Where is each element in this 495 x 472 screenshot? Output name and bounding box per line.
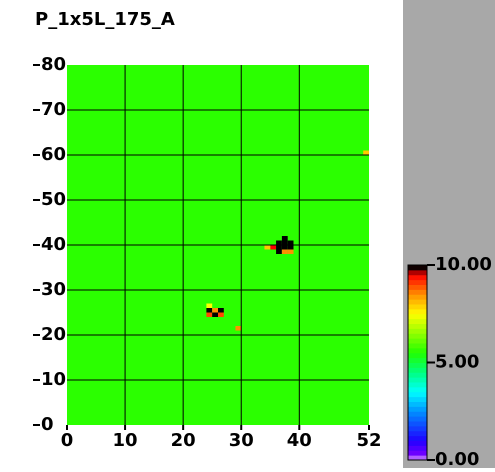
colorbar-step: [408, 382, 427, 388]
colorbar-step: [408, 274, 427, 281]
heatmap-cell: [363, 150, 369, 155]
colorbar-step: [408, 308, 427, 315]
colorbar-step: [408, 416, 427, 422]
x-tick-label: 40: [287, 430, 312, 451]
heatmap-cell: [276, 245, 282, 250]
colorbar-step: [408, 411, 427, 417]
colorbar-step: [408, 323, 427, 329]
y-tick-label: 20: [41, 324, 66, 345]
x-tick-label: 30: [229, 430, 254, 451]
chart-title: P_1x5L_175_A: [35, 9, 175, 30]
colorbar-step: [408, 352, 427, 359]
colorbar-step: [408, 328, 427, 334]
heatmap-cell: [270, 245, 277, 250]
colorbar-step: [408, 425, 427, 432]
x-tick-label: 20: [171, 430, 196, 451]
colorbar-step: [408, 362, 427, 368]
x-tick-label: 0: [61, 430, 74, 451]
colorbar-step: [408, 279, 427, 285]
colorbar-step: [408, 401, 427, 407]
heatmap-cell: [206, 303, 213, 308]
heatmap-cell: [206, 308, 213, 313]
colorbar-step: [408, 269, 427, 276]
heatmap-cell: [287, 240, 294, 245]
y-tick-label: 60: [41, 144, 66, 165]
heatmap-cell: [212, 312, 218, 317]
colorbar-step: [408, 313, 427, 320]
colorbar-label: 0.00: [435, 449, 479, 468]
colorbar-step: [408, 435, 427, 441]
colorbar-step: [408, 445, 427, 451]
y-tick-label: 50: [41, 189, 66, 210]
colorbar-step: [408, 396, 427, 402]
heatmap-cell: [235, 326, 242, 331]
colorbar-step: [408, 391, 427, 398]
colorbar-step: [408, 440, 427, 446]
colorbar-step: [408, 343, 427, 349]
colorbar-step: [408, 304, 427, 310]
heatmap-cell: [276, 249, 282, 254]
colorbar-step: [408, 386, 427, 393]
colorbar-label: 5.00: [435, 352, 479, 373]
heatmap-cell: [281, 236, 288, 241]
colorbar-step: [408, 372, 427, 378]
colorbar-step: [408, 299, 427, 305]
colorbar-step: [408, 265, 427, 271]
colorbar-step: [408, 406, 427, 412]
colorbar-step: [408, 450, 427, 456]
y-tick-label: 30: [41, 279, 66, 300]
colorbar-step: [408, 289, 427, 295]
heatmap-cell: [281, 245, 288, 250]
y-tick-label: 40: [41, 234, 66, 255]
y-tick-label: 10: [41, 369, 66, 390]
y-tick-label: 80: [41, 54, 66, 75]
x-tick-label: 52: [356, 430, 381, 451]
colorbar-step: [408, 294, 427, 300]
colorbar-step: [408, 284, 427, 290]
colorbar-step: [408, 455, 427, 461]
heatmap-cell: [218, 308, 224, 313]
colorbar-step: [408, 333, 427, 339]
colorbar-step: [408, 338, 427, 344]
colorbar-step: [408, 430, 427, 437]
colorbar-step: [408, 421, 427, 427]
colorbar-label: 10.00: [435, 254, 492, 275]
heatmap-cell: [218, 312, 224, 317]
heatmap-cell: [281, 249, 288, 254]
colorbar-step: [408, 347, 427, 354]
colorbar-step: [408, 318, 427, 324]
y-tick-label: 70: [41, 99, 66, 120]
heatmap-cell: [206, 312, 213, 317]
heatmap-cell: [264, 245, 271, 250]
colorbar-step: [408, 357, 427, 363]
y-tick-label: 0: [41, 414, 54, 435]
heatmap-cell: [276, 240, 282, 245]
heatmap-cell: [212, 308, 218, 313]
colorbar-step: [408, 377, 427, 383]
heatmap-cell: [281, 240, 288, 245]
heatmap-cell: [287, 245, 294, 250]
x-tick-label: 10: [113, 430, 138, 451]
colorbar-step: [408, 367, 427, 373]
heatmap-cell: [287, 249, 294, 254]
